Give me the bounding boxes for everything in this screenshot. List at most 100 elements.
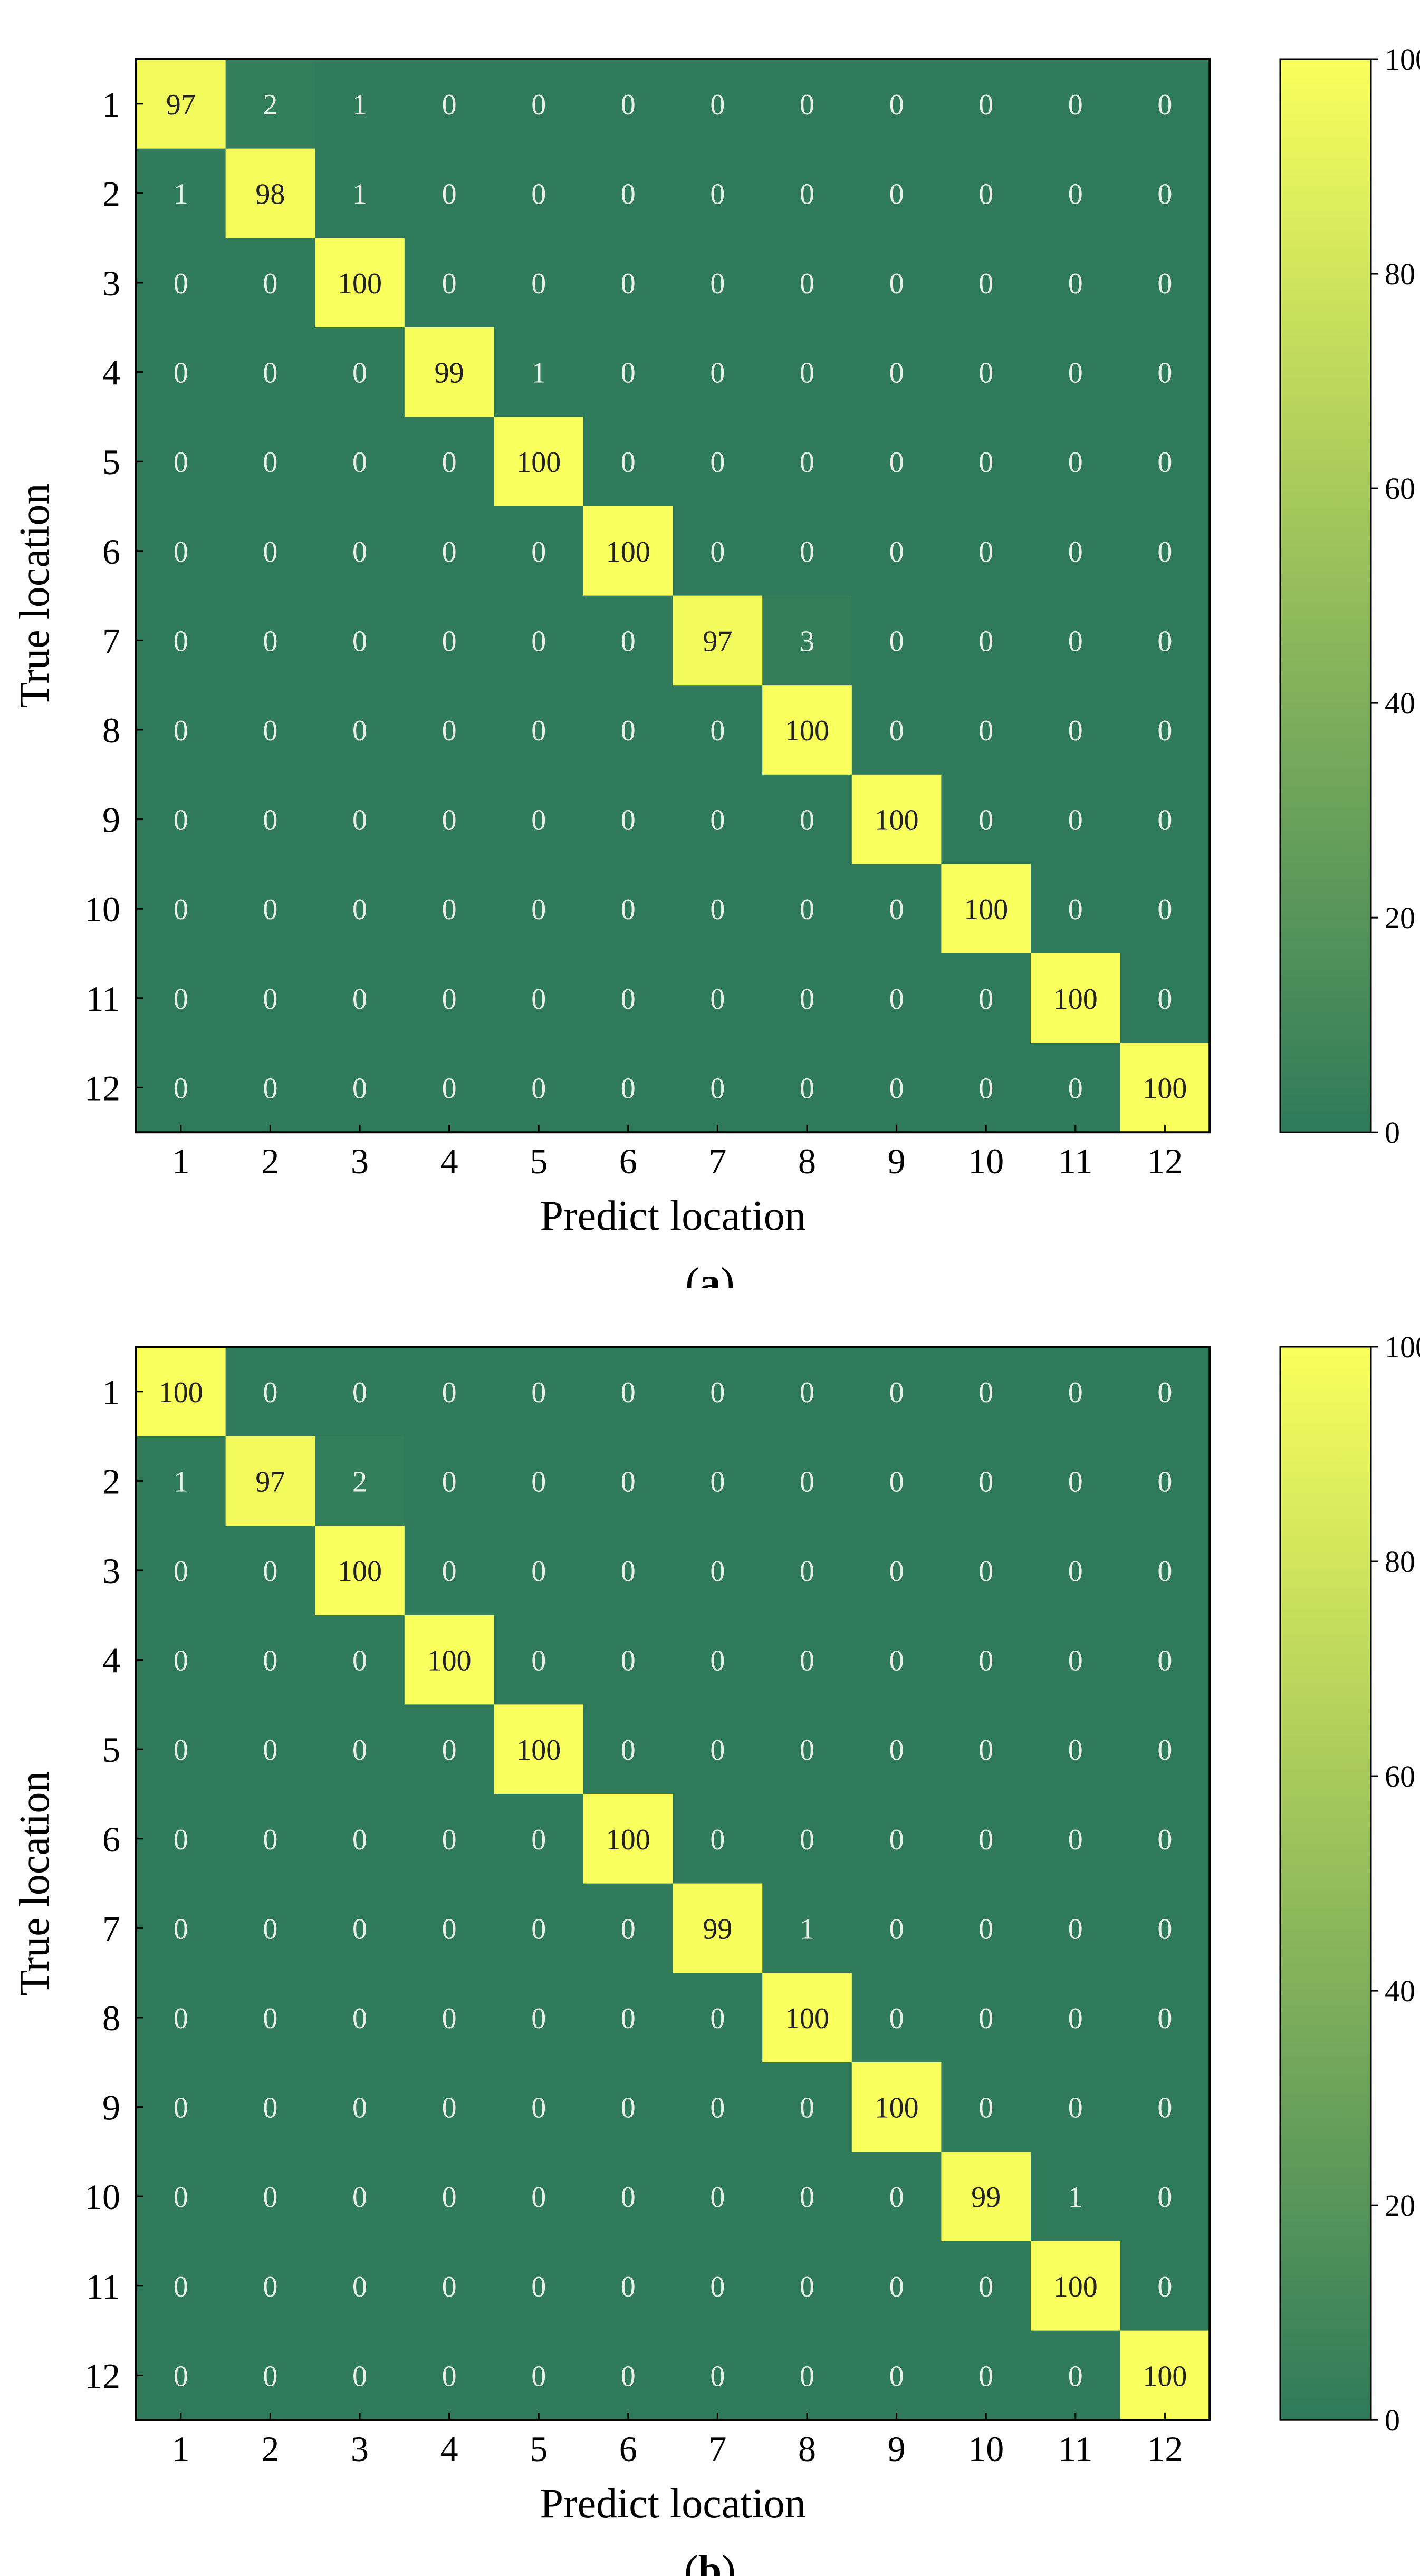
heatmap-cell [404,506,494,596]
cell-value-label: 100 [875,2092,919,2125]
cell-value-label: 0 [1068,89,1083,121]
y-tick-label: 4 [102,1641,120,1681]
cell-value-label: 0 [978,536,993,568]
cell-value-label: 0 [621,1072,636,1105]
heatmap-cell [494,1883,584,1973]
cell-value-label: 0 [442,89,457,121]
cell-value-label: 100 [964,893,1008,926]
heatmap-cell [1120,417,1210,507]
heatmap-cell [583,1794,674,1884]
cell-value-label: 0 [174,267,188,300]
cell-value-label: 0 [621,1734,636,1767]
heatmap-cell [1031,238,1121,328]
heatmap-cell [1120,1794,1210,1884]
cell-value-label: 0 [978,625,993,658]
heatmap-cell [941,59,1031,149]
heatmap-cell [225,1704,315,1794]
heatmap-cell [1031,327,1121,417]
x-tick-label: 5 [530,2429,548,2469]
y-axis-label: True location [12,1771,58,1996]
heatmap-cell [941,506,1031,596]
heatmap-cell [1031,1704,1121,1794]
heatmap-cell [851,1436,942,1526]
colorbar-tick-label: 80 [1385,257,1415,291]
heatmap-cell [1031,1973,1121,2063]
cell-value-label: 0 [978,2092,993,2125]
cell-value-label: 0 [263,1645,277,1677]
cell-value-label: 0 [263,1913,277,1945]
heatmap-cell [315,2062,405,2152]
heatmap-cell [941,774,1031,864]
heatmap-cell [404,685,494,775]
cell-value-label: 100 [338,1555,382,1588]
heatmap-cell [941,1436,1031,1526]
cell-value-label: 0 [1157,1555,1172,1588]
heatmap-cell [941,238,1031,328]
heatmap-cell [136,148,226,238]
heatmap-cell [1120,59,1210,149]
heatmap-cell [851,238,942,328]
heatmap-cell [1031,774,1121,864]
heatmap-cell [941,864,1031,954]
heatmap-cell [762,1973,852,2063]
colorbar-tick-label: 80 [1385,1545,1415,1579]
cell-value-label: 0 [1068,804,1083,837]
heatmap-cell [941,595,1031,686]
heatmap-cell [673,595,763,686]
heatmap-cell [494,1973,584,2063]
cell-value-label: 0 [174,2002,188,2035]
confusion-matrix-b: 100 0 0 0 0 0 0 0 0 0 0 01 97 2 0 0 0 0 0 0 0 0 00 0 100 0 0 0 0 0 0 0 0… [12,1330,1420,2576]
cell-value-label: 0 [710,1376,725,1409]
cell-value-label: 100 [516,446,561,479]
heatmap-cell [673,1973,763,2063]
cell-value-label: 0 [442,2002,457,2035]
heatmap-cell [494,595,584,686]
cell-value-label: 0 [263,1824,277,1856]
heatmap-cell [1031,417,1121,507]
cell-value-label: 0 [174,715,188,747]
heatmap-cell [583,1526,674,1616]
heatmap-cell [136,1883,226,1973]
cell-value-label: 0 [352,2092,367,2125]
x-tick-label: 1 [172,1141,190,1181]
colorbar-tick-label: 20 [1385,901,1415,935]
heatmap-cell [136,774,226,864]
cell-value-label: 0 [800,983,814,1016]
heatmap-cell [941,1883,1031,1973]
heatmap-cell [673,2330,763,2420]
y-tick-label: 3 [102,1551,120,1591]
heatmap-cell [1031,1615,1121,1705]
cell-value-label: 0 [978,983,993,1016]
cell-value-label: 0 [1157,1376,1172,1409]
cell-value-label: 0 [710,1072,725,1105]
cell-value-label: 0 [800,1465,814,1498]
heatmap-cell [1031,1043,1121,1133]
heatmap-cell [1031,1436,1121,1526]
heatmap-cell [1120,953,1210,1044]
cell-value-label: 0 [1068,715,1083,747]
x-tick-label: 9 [888,2429,906,2469]
cell-value-label: 0 [352,1072,367,1105]
heatmap-cell [136,417,226,507]
y-tick-label: 11 [86,979,120,1019]
colorbar [1279,1346,1372,2421]
heatmap-cell [136,1973,226,2063]
cell-value-label: 0 [710,357,725,390]
colorbar-tick-label: 60 [1385,1759,1415,1793]
heatmap-cell [315,1794,405,1884]
cell-value-label: 97 [255,1465,285,1498]
y-tick-label: 10 [84,889,120,929]
cell-value-label: 0 [263,715,277,747]
cell-value-label: 0 [352,1376,367,1409]
cell-value-label: 0 [621,267,636,300]
heatmap-cell [404,327,494,417]
heatmap-cell [583,2330,674,2420]
cell-value-label: 0 [889,1072,904,1105]
heatmap-cell [315,2241,405,2331]
cell-value-label: 0 [800,267,814,300]
cell-value-label: 0 [531,1645,546,1677]
heatmap-cell [583,685,674,775]
cell-value-label: 1 [531,357,546,390]
colorbar-tick-label: 40 [1385,686,1415,720]
heatmap-cell [315,1973,405,2063]
